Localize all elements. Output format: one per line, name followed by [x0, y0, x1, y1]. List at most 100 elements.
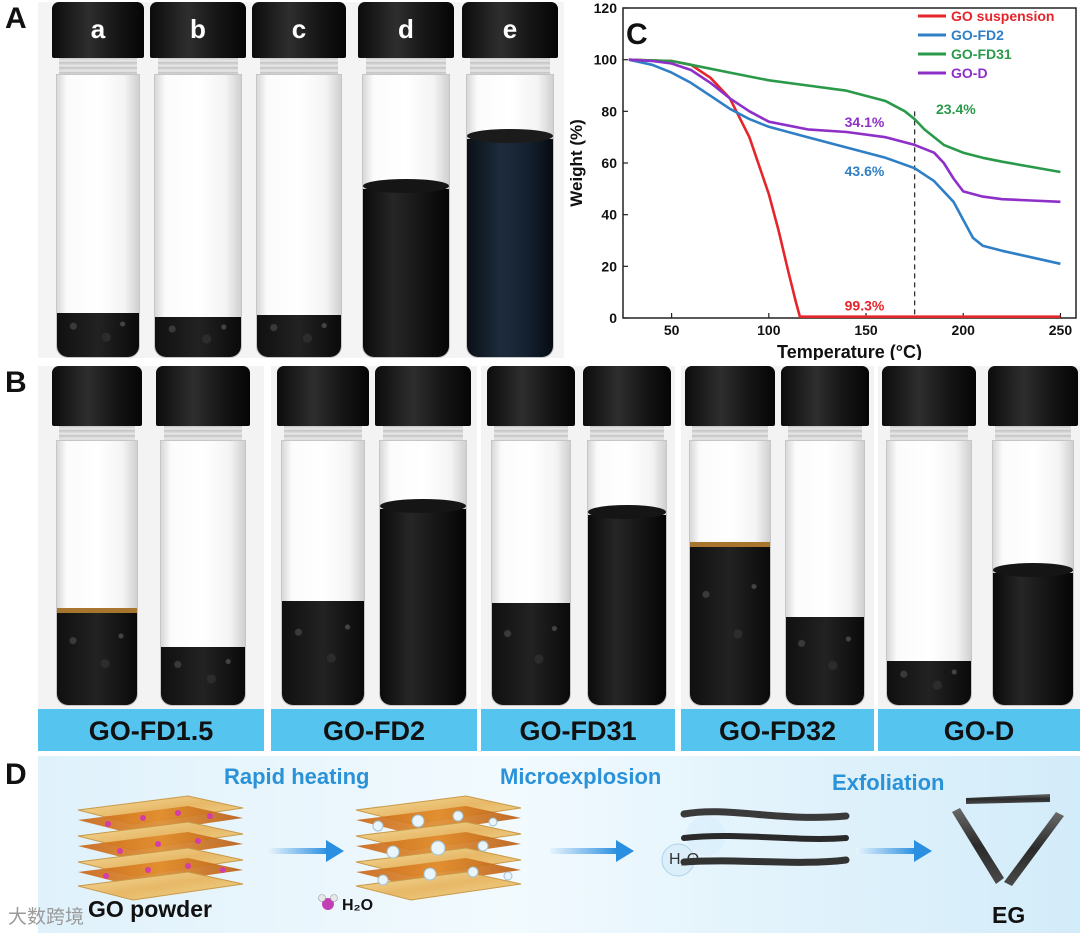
vial-cap: a [52, 2, 144, 58]
sample-fill [256, 315, 342, 357]
vial-glass [378, 440, 468, 706]
vial-label-e: e [502, 14, 518, 44]
vial [52, 366, 142, 706]
sample-group-go-fd32: GO-FD32 [681, 366, 874, 751]
vial-thread [163, 426, 243, 440]
group-label: GO-FD31 [481, 709, 675, 751]
x-tick-label: 100 [757, 322, 781, 338]
vial-glass [255, 74, 343, 358]
vial-label-d: d [398, 14, 414, 44]
vial-cap [882, 366, 976, 426]
vial-label-b: b [190, 14, 206, 44]
sample-fill [466, 129, 554, 357]
panel-d-process-schematic: Rapid heating Microexplosion Exfoliation… [38, 756, 1080, 933]
vial-cap: e [462, 2, 558, 58]
watermark-text: 大数跨境 [8, 907, 85, 928]
x-axis-label: Temperature (°C) [777, 342, 922, 360]
data-annotation: 43.6% [845, 163, 885, 179]
microexploded-layers-icon [661, 808, 850, 877]
vial-thread [284, 426, 362, 440]
vial-thread [788, 426, 862, 440]
sample-group-go-fd2: GO-FD2 [271, 366, 477, 751]
vial-glass [586, 440, 668, 706]
vial-thread [157, 58, 239, 74]
legend-entry: GO suspension [951, 8, 1054, 24]
water-legend-label: H₂O [342, 897, 374, 914]
x-tick-label: 250 [1049, 322, 1073, 338]
vial [277, 366, 369, 706]
vial-glass [280, 440, 366, 706]
sample-fill [154, 317, 242, 357]
vial [988, 366, 1078, 706]
exfoliated-graphene-icon [952, 794, 1064, 886]
heated-go-stack-icon [355, 795, 522, 901]
vial-thread [692, 426, 768, 440]
vial-glass [885, 440, 973, 706]
y-tick-label: 40 [601, 207, 617, 223]
step-microexplosion: Microexplosion [500, 764, 662, 789]
vial [781, 366, 869, 706]
arrow-right-icon [268, 840, 344, 862]
sample-group-go-d: GO-D [878, 366, 1080, 751]
process-illustration [77, 794, 1064, 910]
y-axis-label: Weight (%) [568, 119, 586, 207]
arrow-right-icon [550, 840, 634, 862]
data-annotation: 99.3% [845, 297, 885, 313]
legend-entry: GO-D [951, 65, 988, 81]
vial-cap [685, 366, 775, 426]
sample-fill [587, 505, 667, 705]
tga-chart-svg: C 0 20 40 60 80 100 120 50 100 150 200 250 Temperatur… [567, 0, 1077, 362]
eg-label: EG [992, 902, 1026, 928]
vial-cap: d [358, 2, 454, 58]
sample-fill [785, 617, 865, 705]
vial-thread [59, 58, 137, 74]
vial-cap: c [252, 2, 346, 58]
sample-fill [992, 563, 1074, 705]
vial-thread [365, 58, 447, 74]
sample-fill [160, 647, 246, 705]
sample-fill [362, 179, 450, 357]
vial-b: b [150, 2, 246, 358]
step-exfoliation: Exfoliation [832, 770, 945, 795]
sample-fill [886, 661, 972, 705]
vial-cap [52, 366, 142, 426]
legend-entry: GO-FD31 [951, 46, 1012, 62]
vial [487, 366, 575, 706]
vial-cap [375, 366, 471, 426]
go-powder-stack-icon [77, 795, 244, 901]
panel-label-a: A [5, 2, 27, 35]
vial-glass [688, 440, 772, 706]
sample-fill [689, 542, 771, 705]
sample-fill [56, 608, 138, 705]
data-annotation: 34.1% [845, 114, 885, 130]
step-rapid-heating: Rapid heating [224, 764, 370, 789]
group-label: GO-FD1.5 [38, 709, 264, 751]
vial-thread [469, 58, 551, 74]
x-tick-label: 50 [664, 322, 680, 338]
vial-glass [991, 440, 1075, 706]
series-line-0 [628, 58, 1061, 318]
series-line-2 [628, 58, 1061, 174]
group-label: GO-FD32 [681, 709, 874, 751]
sample-fill [281, 601, 365, 705]
vial-glass [784, 440, 866, 706]
vial-cap: b [150, 2, 246, 58]
vial [375, 366, 471, 706]
y-tick-label: 120 [594, 0, 618, 16]
group-label: GO-D [878, 709, 1080, 751]
arrow-right-icon [856, 840, 932, 862]
water-molecule-icon [318, 894, 338, 910]
vial-cap [277, 366, 369, 426]
vial-cap [988, 366, 1078, 426]
vial-label-c: c [291, 14, 307, 44]
vial [685, 366, 775, 706]
vial-glass [55, 74, 141, 358]
panel-c-tga-chart: C 0 20 40 60 80 100 120 50 100 150 200 250 Temperatur… [567, 0, 1080, 362]
vial-thread [59, 426, 135, 440]
vial-glass [159, 440, 247, 706]
vial-glass [361, 74, 451, 358]
vial-thread [889, 426, 969, 440]
panel-label-d: D [5, 758, 27, 791]
sample-fill [379, 499, 467, 705]
legend-entry: GO-FD2 [951, 27, 1004, 43]
